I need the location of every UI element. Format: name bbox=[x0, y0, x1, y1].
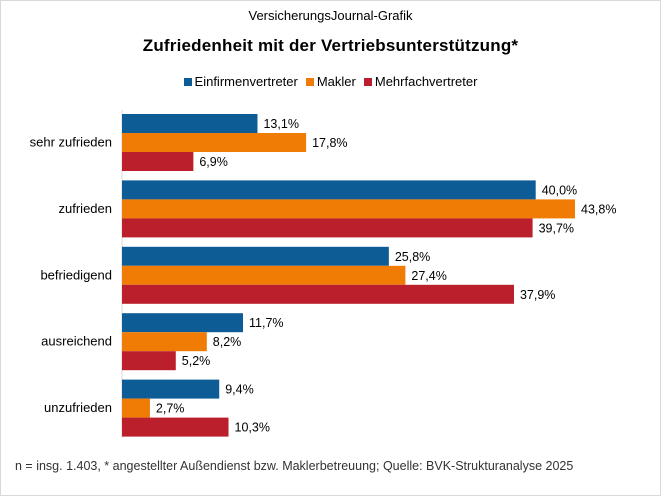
category-label: sehr zufrieden bbox=[30, 135, 112, 150]
data-label: 5,2% bbox=[182, 354, 211, 368]
data-label: 37,9% bbox=[520, 288, 555, 302]
chart-title: Zufriedenheit mit der Vertriebsunterstüt… bbox=[142, 36, 519, 55]
data-label: 6,9% bbox=[199, 155, 228, 169]
bar-einfirmen bbox=[122, 114, 258, 133]
legend: Einfirmenvertreter Makler Mehrfachvertre… bbox=[0, 74, 661, 89]
source-label: VersicherungsJournal-Grafik bbox=[248, 8, 413, 23]
data-label: 8,2% bbox=[213, 335, 242, 349]
legend-item-einfirmenvertreter: Einfirmenvertreter bbox=[183, 74, 298, 89]
data-label: 43,8% bbox=[581, 202, 616, 216]
data-label: 27,4% bbox=[411, 269, 446, 283]
legend-swatch-einfirmenvertreter bbox=[183, 77, 192, 86]
data-label: 10,3% bbox=[235, 421, 270, 435]
bar-makler bbox=[122, 199, 575, 219]
data-label: 13,1% bbox=[263, 117, 298, 131]
data-label: 9,4% bbox=[225, 383, 254, 397]
legend-swatch-makler bbox=[305, 77, 314, 86]
category-label: zufrieden bbox=[59, 201, 112, 216]
legend-swatch-mehrfachvertreter bbox=[363, 77, 372, 86]
bar-mehrfach bbox=[122, 218, 533, 238]
legend-item-mehrfachvertreter: Mehrfachvertreter bbox=[363, 74, 478, 89]
legend-label-einfirmenvertreter: Einfirmenvertreter bbox=[194, 74, 298, 89]
bar-mehrfach bbox=[122, 417, 229, 437]
category-label: ausreichend bbox=[41, 334, 112, 349]
bar-makler bbox=[122, 265, 406, 285]
data-label: 39,7% bbox=[539, 221, 574, 235]
bar-einfirmen bbox=[122, 246, 389, 266]
bar-einfirmen bbox=[122, 379, 220, 399]
bar-makler bbox=[122, 133, 307, 152]
category-label: befriedigend bbox=[40, 267, 112, 282]
bar-einfirmen bbox=[122, 313, 244, 333]
bar-makler bbox=[122, 398, 150, 418]
data-label: 17,8% bbox=[312, 136, 347, 150]
bar-mehrfach bbox=[122, 351, 176, 371]
legend-label-mehrfachvertreter: Mehrfachvertreter bbox=[374, 74, 478, 89]
data-label: 2,7% bbox=[156, 402, 185, 416]
data-label: 25,8% bbox=[395, 250, 430, 264]
footnote: n = insg. 1.403, * angestellter Außendie… bbox=[15, 459, 574, 473]
legend-item-makler: Makler bbox=[305, 74, 356, 89]
legend-label-makler: Makler bbox=[316, 74, 356, 89]
category-label: unzufrieden bbox=[44, 400, 112, 415]
data-label: 11,7% bbox=[249, 316, 284, 330]
bar-mehrfach bbox=[122, 284, 514, 304]
data-label: 40,0% bbox=[542, 183, 577, 197]
bar-makler bbox=[122, 332, 207, 352]
bar-einfirmen bbox=[122, 180, 536, 200]
bar-mehrfach bbox=[122, 152, 194, 171]
